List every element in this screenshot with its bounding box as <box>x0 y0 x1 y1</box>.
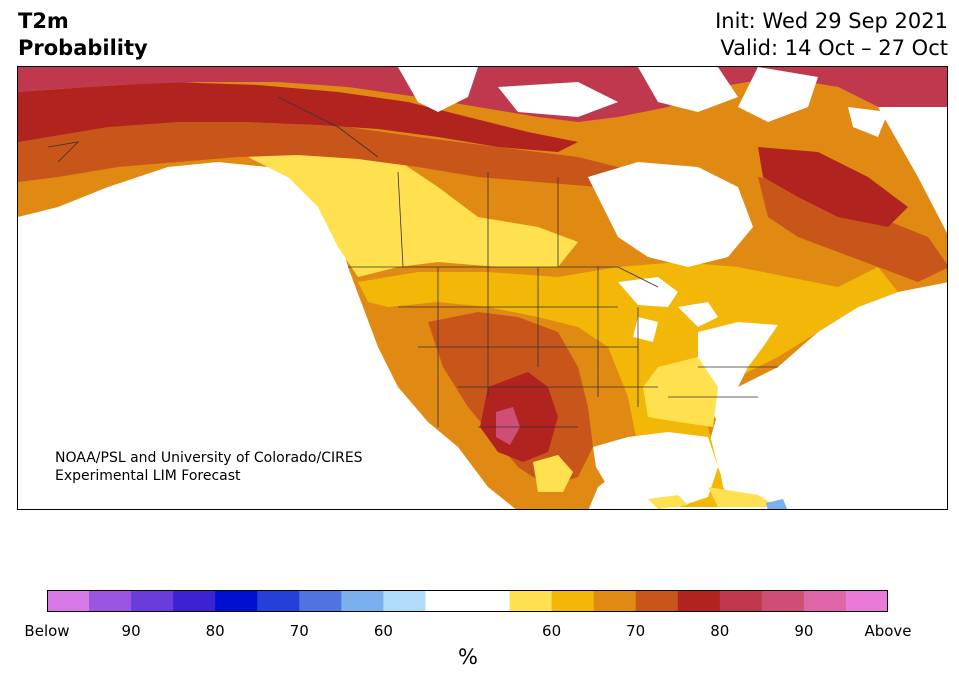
colorbar-swatch <box>383 590 426 612</box>
colorbar-tick-label: 80 <box>710 622 730 640</box>
colorbar <box>47 590 888 612</box>
arctic-channels <box>398 67 818 122</box>
atlantic-ocean <box>718 292 947 509</box>
credit-line-1: NOAA/PSL and University of Colorado/CIRE… <box>55 450 363 466</box>
quebec-red <box>758 147 908 227</box>
forecast-map <box>18 67 947 509</box>
colorbar-swatch <box>467 590 511 612</box>
colorbar-swatch <box>593 590 637 612</box>
greenland-gap <box>848 107 888 137</box>
colorbar-swatch <box>89 590 132 612</box>
valid-range: Valid: 14 Oct – 27 Oct <box>720 36 948 60</box>
colorbar-tick-label: 90 <box>121 622 141 640</box>
colorbar-swatch <box>677 590 721 612</box>
colorbar-swatch <box>173 590 216 612</box>
variable-label: T2m <box>18 9 69 33</box>
great-lakes <box>618 277 718 342</box>
texas-red <box>480 372 558 462</box>
colorbar-tick-label: 70 <box>626 622 646 640</box>
init-date: Init: Wed 29 Sep 2021 <box>715 9 948 33</box>
political-borders <box>47 96 778 428</box>
colorbar-swatch <box>551 590 595 612</box>
colorbar-swatch <box>635 590 679 612</box>
colorbar-swatch <box>131 590 174 612</box>
colorbar-swatch <box>845 590 888 612</box>
colorbar-unit: % <box>458 645 478 669</box>
colorbar-swatch <box>803 590 847 612</box>
colorbar-swatch <box>761 590 805 612</box>
colorbar-swatch <box>509 590 553 612</box>
chart-title: T2m Probability <box>18 8 148 62</box>
colorbar-tick-label: 60 <box>542 622 562 640</box>
date-info: Init: Wed 29 Sep 2021 Valid: 14 Oct – 27… <box>715 8 948 62</box>
caribbean-blue <box>766 499 788 509</box>
product-label: Probability <box>18 36 148 60</box>
colorbar-swatch <box>215 590 258 612</box>
texas-pink <box>496 407 520 445</box>
colorbar-tick-label: Below <box>24 622 70 640</box>
colorbar-tick-label: 60 <box>373 622 393 640</box>
north-darkorange <box>18 117 638 187</box>
colorbar-border <box>47 590 888 612</box>
map-panel <box>17 66 948 510</box>
colorbar-swatch <box>719 590 763 612</box>
credit-text: NOAA/PSL and University of Colorado/CIRE… <box>55 449 363 485</box>
mexico-yellow <box>533 455 573 492</box>
labrador-darkorange <box>758 177 947 282</box>
gulf-of-mexico <box>593 432 718 507</box>
caribbean-islands <box>648 487 778 509</box>
north-red <box>18 82 578 152</box>
pacific-ocean <box>18 165 487 509</box>
colorbar-tick-label: 90 <box>794 622 814 640</box>
colorbar-swatch <box>47 590 90 612</box>
colorbar-tick-label: 80 <box>205 622 225 640</box>
colorbar-swatch <box>341 590 384 612</box>
colorbar-swatches <box>47 590 888 612</box>
colorbar-tick-label: 70 <box>289 622 309 640</box>
colorbar-tick-label: Above <box>864 622 912 640</box>
colorbar-swatch <box>425 590 468 612</box>
colorbar-swatch <box>299 590 342 612</box>
yellow-band <box>248 147 578 277</box>
credit-line-2: Experimental LIM Forecast <box>55 468 241 484</box>
colorbar-swatch <box>257 590 300 612</box>
southeast-yellow <box>643 357 718 427</box>
hudson-bay <box>588 162 753 267</box>
